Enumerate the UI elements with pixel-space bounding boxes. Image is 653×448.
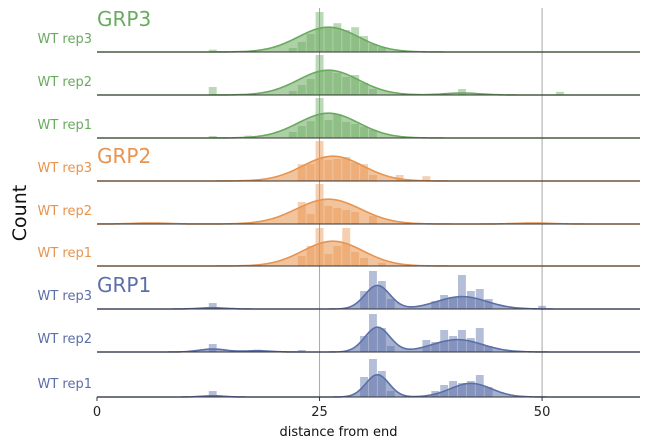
x-axis-label: distance from end [279,425,397,440]
histogram-bar [422,176,431,181]
row-label: WT rep1 [37,377,92,392]
row-label: WT rep3 [37,289,92,304]
histogram-bar [538,305,547,309]
x-tick-label: 50 [534,405,551,420]
histogram-bar [297,350,306,352]
histogram-bar [208,303,217,309]
histogram-bar [458,275,466,309]
row-label: WT rep3 [37,32,92,47]
group-title-grp1: GRP1 [97,273,151,297]
row-label: WT rep2 [37,75,92,90]
ridge-grp1-wt-rep2 [97,314,640,353]
histogram-bar [208,136,217,138]
x-tick-label: 25 [311,405,328,420]
kde-area [97,374,640,397]
group-title-grp3: GRP3 [97,7,151,31]
row-label: WT rep1 [37,246,92,261]
kde-area [97,199,640,224]
y-axis-label: Count [9,185,31,241]
row-label: WT rep2 [37,204,92,219]
ridge-grp2-wt-rep3 [97,141,640,182]
ridge-grp2-wt-rep1 [97,228,640,267]
histogram-bar [395,175,404,181]
ridge-grp3-wt-rep3 [97,12,640,53]
histogram-bar [555,91,564,95]
ridge-grp1-wt-rep1 [97,359,640,398]
ridge-grp1-wt-rep3 [97,271,640,310]
histogram-bar [475,328,484,352]
kde-area [97,327,640,352]
ridge-grp2-wt-rep2 [96,184,640,225]
row-label: WT rep1 [37,118,92,133]
row-label: WT rep2 [37,332,92,347]
row-label: WT rep3 [37,161,92,176]
histogram-bar [208,49,217,52]
histogram-bar [208,344,217,352]
kde-area [97,70,640,95]
ridge-grp3-wt-rep2 [97,55,640,96]
ridge-grp3-wt-rep1 [97,98,640,139]
x-tick-label: 0 [93,405,101,420]
histogram-bar [208,391,217,397]
histogram-bar [458,89,466,95]
kde-area [97,113,640,138]
kde-area [97,27,640,52]
kde-area [97,285,640,309]
histogram-bar [208,87,217,95]
group-title-grp2: GRP2 [97,144,151,168]
